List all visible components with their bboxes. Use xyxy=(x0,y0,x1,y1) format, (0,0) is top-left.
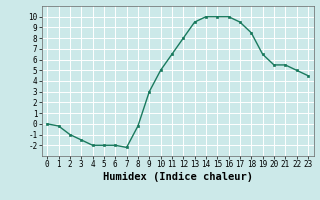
X-axis label: Humidex (Indice chaleur): Humidex (Indice chaleur) xyxy=(103,172,252,182)
